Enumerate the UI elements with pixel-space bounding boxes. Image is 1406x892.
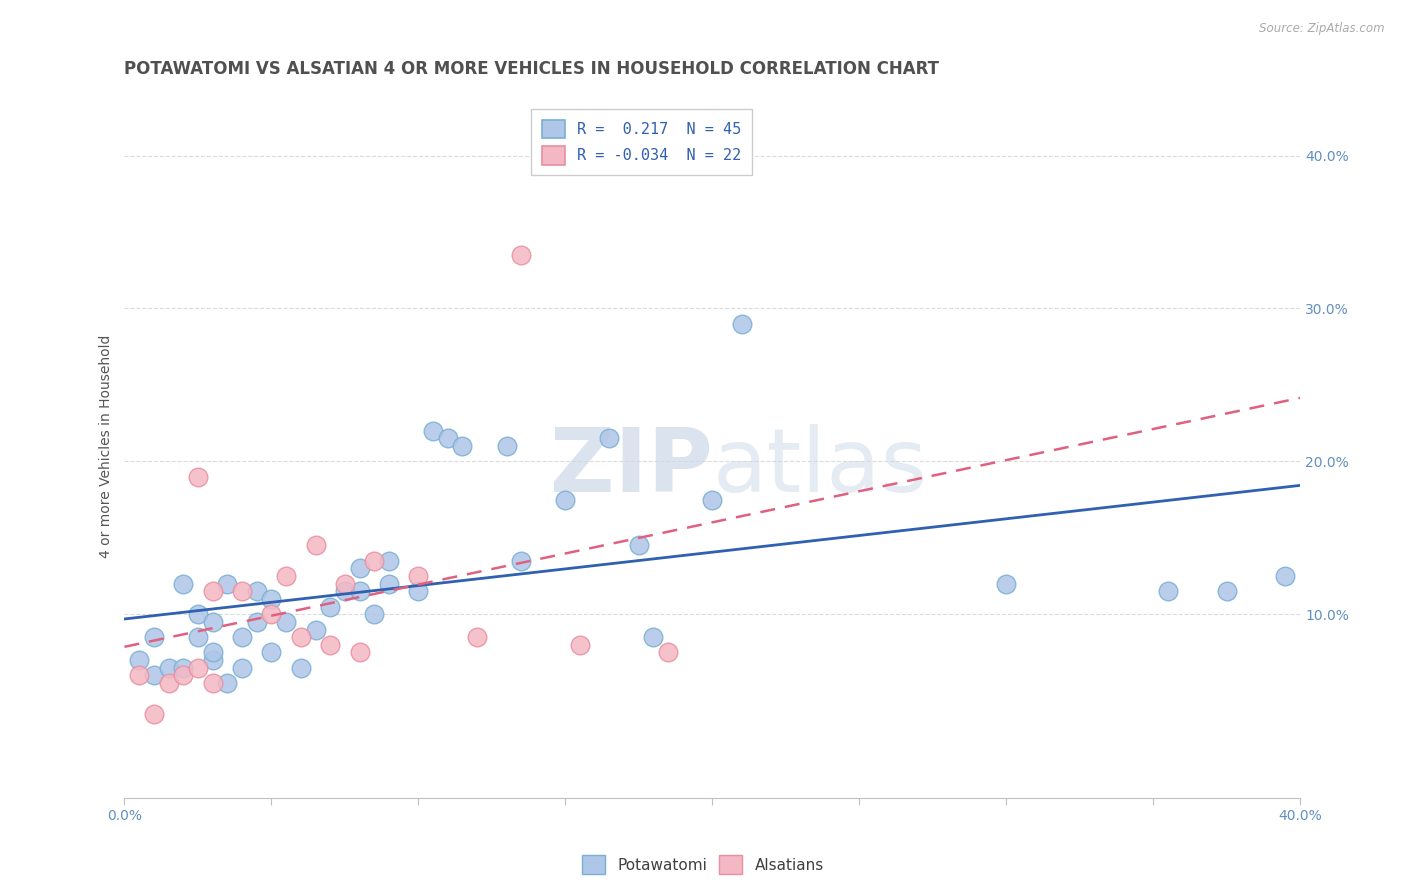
Point	[231, 630, 253, 644]
Point	[349, 645, 371, 659]
Point	[495, 439, 517, 453]
Point	[627, 538, 650, 552]
Point	[510, 248, 533, 262]
Point	[408, 569, 430, 583]
Point	[333, 584, 356, 599]
Point	[142, 630, 165, 644]
Point	[319, 638, 342, 652]
Point	[260, 607, 283, 622]
Text: ZIP: ZIP	[550, 424, 713, 510]
Point	[349, 584, 371, 599]
Point	[142, 668, 165, 682]
Point	[657, 645, 679, 659]
Point	[217, 676, 239, 690]
Point	[1215, 584, 1237, 599]
Point	[319, 599, 342, 614]
Text: POTAWATOMI VS ALSATIAN 4 OR MORE VEHICLES IN HOUSEHOLD CORRELATION CHART: POTAWATOMI VS ALSATIAN 4 OR MORE VEHICLE…	[125, 60, 939, 78]
Point	[304, 538, 326, 552]
Point	[217, 576, 239, 591]
Point	[201, 615, 224, 629]
Point	[128, 668, 150, 682]
Point	[304, 623, 326, 637]
Point	[157, 661, 180, 675]
Point	[378, 554, 401, 568]
Text: atlas: atlas	[713, 424, 928, 510]
Point	[201, 653, 224, 667]
Point	[333, 576, 356, 591]
Point	[422, 424, 444, 438]
Point	[702, 492, 724, 507]
Point	[274, 569, 297, 583]
Point	[451, 439, 474, 453]
Point	[187, 607, 209, 622]
Point	[128, 653, 150, 667]
Point	[187, 469, 209, 483]
Point	[201, 676, 224, 690]
Point	[231, 584, 253, 599]
Point	[246, 615, 269, 629]
Point	[408, 584, 430, 599]
Point	[142, 706, 165, 721]
Point	[436, 431, 458, 445]
Text: Source: ZipAtlas.com: Source: ZipAtlas.com	[1260, 22, 1385, 36]
Point	[246, 584, 269, 599]
Point	[378, 576, 401, 591]
Point	[201, 645, 224, 659]
Point	[363, 607, 385, 622]
Legend: R =  0.217  N = 45, R = -0.034  N = 22: R = 0.217 N = 45, R = -0.034 N = 22	[531, 109, 752, 176]
Point	[274, 615, 297, 629]
Point	[260, 591, 283, 606]
Point	[598, 431, 620, 445]
Point	[1157, 584, 1180, 599]
Point	[363, 554, 385, 568]
Point	[465, 630, 488, 644]
Point	[172, 668, 194, 682]
Point	[187, 661, 209, 675]
Point	[554, 492, 576, 507]
Point	[569, 638, 592, 652]
Point	[731, 317, 754, 331]
Legend: Potawatomi, Alsatians: Potawatomi, Alsatians	[576, 849, 830, 880]
Point	[157, 676, 180, 690]
Y-axis label: 4 or more Vehicles in Household: 4 or more Vehicles in Household	[100, 334, 114, 558]
Point	[1274, 569, 1296, 583]
Point	[201, 584, 224, 599]
Point	[643, 630, 665, 644]
Point	[995, 576, 1018, 591]
Point	[260, 645, 283, 659]
Point	[510, 554, 533, 568]
Point	[349, 561, 371, 575]
Point	[187, 630, 209, 644]
Point	[172, 576, 194, 591]
Point	[290, 630, 312, 644]
Point	[172, 661, 194, 675]
Point	[290, 661, 312, 675]
Point	[231, 661, 253, 675]
